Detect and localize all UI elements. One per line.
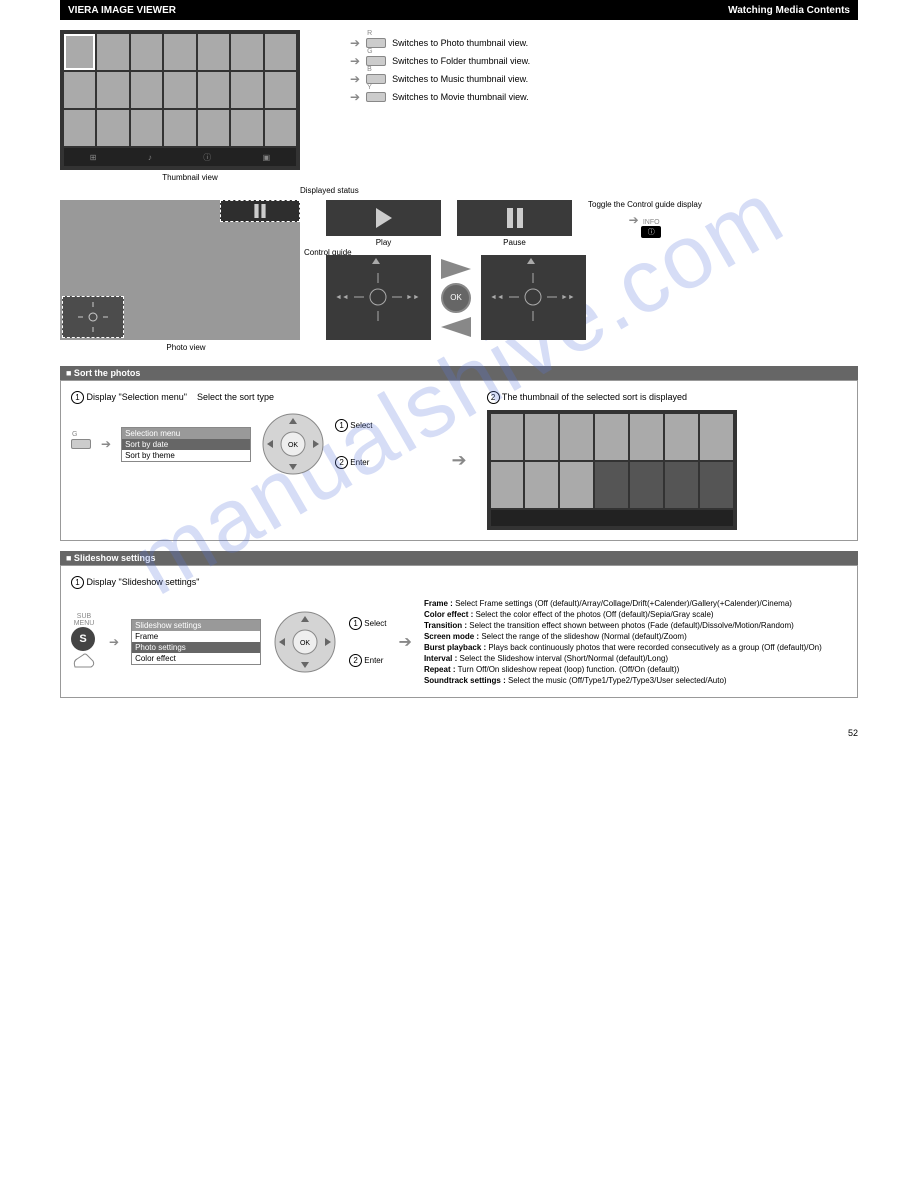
sort-step1: Display "Selection menu" [87,392,187,402]
pause-label: Pause [457,238,572,247]
arrow-icon: ➔ [350,36,360,50]
photo-preview [60,200,300,340]
slideshow-settings-menu: Slideshow settings Frame Photo settings … [131,619,261,665]
thumbnail-caption: Thumbnail view [60,173,320,182]
g-desc: Switches to Folder thumbnail view. [392,56,530,66]
item-transition-label: Transition : [424,621,467,630]
slideshow-section-head: ■ Slideshow settings [60,551,858,565]
arrow-icon: ➔ [101,437,111,451]
dpad-select: Select [364,619,386,628]
page-header: VIERA IMAGE VIEWER Watching Media Conten… [60,0,858,20]
guide-toggle-text: Toggle the Control guide display [588,200,702,209]
sort-step1b: Select the sort type [197,392,274,402]
sub-menu-button[interactable]: S [71,627,95,651]
item-soundtrack-desc: Select the music (Off/Type1/Type2/Type3/… [508,676,727,685]
item-frame-label: Frame : [424,599,453,608]
dpad-control[interactable]: OK [261,412,325,476]
status-leader: Displayed status [300,186,359,195]
item-burst-label: Burst playback : [424,643,486,652]
sort-thumb-desc: The thumbnail of the selected sort is di… [502,392,687,402]
arrow-icon: ➔ [109,635,119,649]
color-key-g: G [366,56,386,66]
sub-menu-label: SUB MENU [71,613,97,627]
header-right: Watching Media Contents [728,5,850,16]
svg-text:OK: OK [300,640,310,647]
arrow-icon: ➔ [399,632,412,652]
sorted-thumbnail-grid [487,410,737,530]
status-overlay [220,200,300,222]
svg-text:◄◄: ◄◄ [335,294,349,301]
page-number: 52 [60,728,858,738]
slideshow-menu-title: Slideshow settings [132,620,260,631]
color-key-r: R [366,38,386,48]
dpad-select: Select [350,421,372,430]
hand-icon [71,651,97,669]
thumbnail-grid: ⊞♪ⓘ▣ [60,30,300,170]
slideshow-step1: Display "Slideshow settings" [87,577,200,587]
svg-text:◄◄: ◄◄ [490,294,504,301]
item-interval-label: Interval : [424,654,457,663]
color-key-b: B [366,74,386,84]
y-desc: Switches to Movie thumbnail view. [392,92,529,102]
item-screen-desc: Select the range of the slideshow (Norma… [481,632,686,641]
control-guide-2: ◄◄ ►► [481,255,586,340]
ok-button[interactable]: OK [441,283,471,313]
step-2-badge: 2 [487,391,500,404]
b-desc: Switches to Music thumbnail view. [392,74,528,84]
photo-settings-option[interactable]: Photo settings [132,642,260,653]
play-label: Play [326,238,441,247]
arrow-icon: ➔ [350,54,360,68]
sort-section-head: ■ Sort the photos [60,366,858,380]
sort-by-theme-option[interactable]: Sort by theme [122,450,250,461]
step-1-badge: 1 [71,391,84,404]
item-repeat-label: Repeat : [424,665,456,674]
arrow-icon: ➔ [350,72,360,86]
item-color-desc: Select the color effect of the photos (O… [476,610,714,619]
dpad-enter: Enter [364,656,383,665]
sort-section-body: 1 Display "Selection menu" Select the so… [60,380,858,541]
arrow-right-icon [441,259,471,279]
slideshow-section-body: 1 Display "Slideshow settings" SUB MENU … [60,565,858,698]
r-desc: Switches to Photo thumbnail view. [392,38,528,48]
color-key-y: Y [366,92,386,102]
play-indicator [326,200,441,236]
selection-menu: Selection menu Sort by date Sort by them… [121,427,251,462]
photo-caption: Photo view [60,343,312,352]
item-frame-desc: Select Frame settings (Off (default)/Arr… [455,599,792,608]
item-transition-desc: Select the transition effect shown betwe… [469,621,793,630]
item-soundtrack-label: Soundtrack settings : [424,676,506,685]
info-button[interactable]: ➔ INFOⓘ [588,213,702,238]
color-key-g[interactable]: G [71,439,91,449]
sort-by-date-option[interactable]: Sort by date [122,439,250,450]
frame-option[interactable]: Frame [132,631,260,642]
item-interval-desc: Select the Slideshow interval (Short/Nor… [460,654,669,663]
dpad-enter: Enter [350,458,369,467]
step-1-badge: 1 [71,576,84,589]
pause-indicator [457,200,572,236]
color-effect-option[interactable]: Color effect [132,653,260,664]
arrow-icon: ➔ [451,450,466,471]
arrow-icon: ➔ [350,90,360,104]
svg-text:OK: OK [288,442,298,449]
grid-footer-icons: ⊞♪ⓘ▣ [64,148,296,166]
item-color-label: Color effect : [424,610,473,619]
arrow-left-icon [441,317,471,337]
svg-text:►►: ►► [406,294,420,301]
header-left: VIERA IMAGE VIEWER [68,5,176,16]
svg-text:►►: ►► [561,294,575,301]
guide-overlay [62,296,124,338]
control-guide-1: ◄◄ ►► [326,255,431,340]
item-burst-desc: Plays back continuously photos that were… [488,643,821,652]
item-repeat-desc: Turn Off/On slideshow repeat (loop) func… [458,665,680,674]
dpad-control[interactable]: OK [273,610,337,674]
item-screen-label: Screen mode : [424,632,479,641]
selection-menu-title: Selection menu [122,428,250,439]
